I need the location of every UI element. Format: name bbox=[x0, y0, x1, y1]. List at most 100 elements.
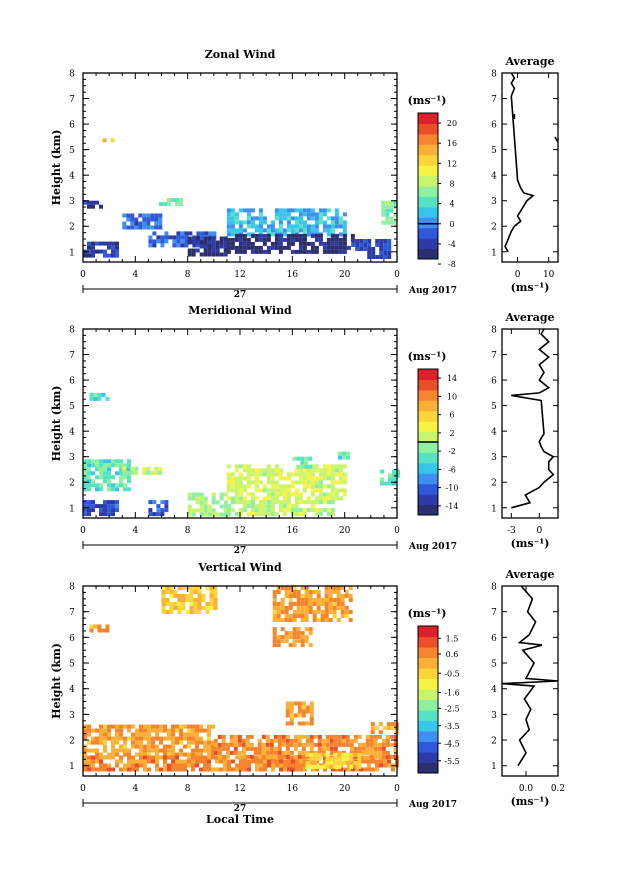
heatmap-cell bbox=[272, 639, 277, 644]
heatmap-cell bbox=[250, 468, 255, 473]
heatmap-cell bbox=[223, 759, 227, 764]
heatmap-cell bbox=[187, 736, 191, 741]
heatmap-cell bbox=[262, 488, 267, 493]
heatmap-cell bbox=[349, 764, 354, 769]
heatmap-cell bbox=[304, 614, 309, 618]
heatmap-cell bbox=[139, 736, 143, 741]
heatmap-cell bbox=[304, 598, 309, 602]
heatmap-cell bbox=[150, 470, 155, 475]
heatmap-cell bbox=[175, 202, 179, 207]
heatmap-cell bbox=[152, 231, 157, 236]
heatmap-cell bbox=[288, 586, 293, 590]
heatmap-cell bbox=[181, 602, 186, 606]
x-tick-label: 8 bbox=[185, 784, 191, 794]
heatmap-cell bbox=[309, 756, 314, 761]
heatmap-cell bbox=[225, 746, 230, 751]
heatmap-cell bbox=[308, 464, 313, 469]
heatmap-cell bbox=[296, 631, 301, 636]
heatmap-cell bbox=[171, 724, 175, 729]
heatmap-cell bbox=[292, 602, 297, 606]
heatmap-cell bbox=[286, 212, 291, 217]
heatmap-cell bbox=[161, 598, 166, 602]
heatmap-cell bbox=[142, 221, 147, 226]
heatmap-cell bbox=[301, 754, 306, 759]
heatmap-cell bbox=[306, 232, 311, 237]
heatmap-cell bbox=[278, 476, 283, 481]
heatmap-cell bbox=[266, 476, 271, 481]
heatmap-cell bbox=[314, 508, 319, 513]
heatmap-cell bbox=[308, 627, 313, 632]
heatmap-cell bbox=[330, 508, 335, 513]
heatmap-cell bbox=[239, 763, 243, 768]
heatmap-cell bbox=[285, 709, 290, 714]
heatmap-cell bbox=[187, 724, 191, 729]
x-tick-label: 8 bbox=[185, 526, 191, 536]
heatmap-cell bbox=[226, 245, 231, 250]
colorbar-segment bbox=[418, 741, 438, 753]
heatmap-cell bbox=[270, 228, 275, 233]
heatmap-cell bbox=[115, 748, 119, 753]
heatmap-cell bbox=[226, 228, 231, 233]
heatmap-cell bbox=[223, 508, 228, 513]
heatmap-cell bbox=[230, 496, 235, 501]
heatmap-cell bbox=[285, 721, 290, 726]
heatmap-cell bbox=[115, 471, 119, 476]
average-x-label: (ms⁻¹) bbox=[511, 281, 550, 294]
heatmap-cell bbox=[288, 594, 293, 598]
heatmap-cell bbox=[337, 738, 342, 743]
heatmap-cell bbox=[163, 724, 167, 729]
heatmap-cell bbox=[282, 492, 287, 497]
heatmap-cell bbox=[258, 228, 263, 233]
heatmap-cell bbox=[87, 241, 91, 246]
heatmap-cell bbox=[211, 767, 215, 772]
heatmap-cell bbox=[290, 216, 295, 221]
heatmap-cell bbox=[143, 732, 147, 737]
heatmap-cell bbox=[195, 240, 200, 245]
heatmap-cell bbox=[103, 459, 107, 464]
heatmap-cell bbox=[135, 744, 139, 749]
heatmap-cell bbox=[111, 744, 115, 749]
y-tick-label: 5 bbox=[69, 402, 75, 412]
heatmap-cell bbox=[215, 512, 220, 517]
heatmap-cell bbox=[254, 237, 259, 242]
heatmap-cell bbox=[238, 249, 243, 254]
heatmap-cell bbox=[297, 754, 302, 759]
average-y-tick-label: 5 bbox=[491, 660, 497, 670]
heatmap-cell bbox=[143, 752, 147, 757]
heatmap-cell bbox=[226, 512, 231, 517]
heatmap-cell bbox=[107, 728, 111, 733]
heatmap-cell bbox=[191, 240, 196, 245]
heatmap-cell bbox=[365, 746, 370, 751]
heatmap-cell bbox=[231, 759, 235, 764]
heatmap-cell bbox=[91, 748, 95, 753]
heatmap-cell bbox=[167, 752, 171, 757]
heatmap-cell bbox=[111, 500, 115, 505]
heatmap-cell bbox=[207, 759, 211, 764]
heatmap-cell bbox=[299, 767, 303, 772]
heatmap-cell bbox=[257, 750, 262, 755]
heatmap-cell bbox=[165, 598, 170, 602]
heatmap-cell bbox=[305, 705, 310, 710]
heatmap-cell bbox=[300, 635, 305, 640]
heatmap-cell bbox=[241, 750, 246, 755]
heatmap-cell bbox=[134, 221, 139, 226]
heatmap-cell bbox=[83, 200, 87, 205]
heatmap-cell bbox=[123, 752, 127, 757]
heatmap-cell bbox=[330, 472, 335, 477]
heatmap-cell bbox=[385, 750, 390, 755]
heatmap-cell bbox=[325, 738, 330, 743]
heatmap-cell bbox=[123, 763, 127, 768]
heatmap-cell bbox=[310, 241, 315, 246]
heatmap-cell bbox=[326, 232, 331, 237]
y-tick-label: 7 bbox=[69, 608, 75, 618]
heatmap-cell bbox=[294, 504, 299, 509]
average-y-tick-label: 3 bbox=[491, 197, 497, 207]
heatmap-cell bbox=[332, 598, 337, 602]
heatmap-cell bbox=[226, 212, 231, 217]
heatmap-cell bbox=[130, 217, 135, 222]
y-tick-label: 1 bbox=[69, 248, 75, 258]
heatmap-cell bbox=[219, 236, 224, 241]
heatmap-cell bbox=[247, 767, 251, 772]
heatmap-cell bbox=[312, 614, 317, 618]
colorbar-segment bbox=[418, 762, 438, 774]
